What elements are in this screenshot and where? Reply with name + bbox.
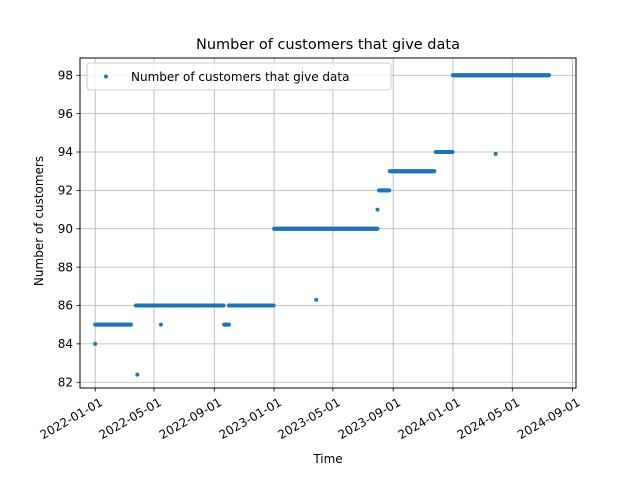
data-point [128,322,133,327]
legend-box [86,62,392,91]
data-point [493,151,498,156]
plot-frame [79,57,577,389]
x-axis-label: Time [312,452,342,466]
data-segment [387,169,437,174]
data-segment [222,322,231,327]
data-point [375,207,380,212]
data-point [93,341,98,346]
data-point [314,297,319,302]
data-segment [93,322,133,327]
y-axis-label: Number of customers [32,156,46,286]
y-tick-label: 82 [58,375,73,389]
data-segment [450,73,552,78]
chart-title: Number of customers that give data [196,37,460,53]
data-point [158,322,163,327]
data-segment [226,303,276,308]
data-point [387,188,392,193]
legend-label: Number of customers that give data [131,70,349,84]
legend: Number of customers that give data [86,62,392,91]
y-tick-label: 94 [58,145,73,159]
y-tick-label: 96 [58,107,73,121]
y-tick-label: 84 [58,337,73,351]
data-point [135,372,140,377]
data-point [432,169,437,174]
y-tick-label: 90 [58,222,73,236]
data-segment [433,150,455,155]
data-segment [272,226,380,231]
y-tick-label: 92 [58,184,73,198]
y-tick-label: 86 [58,299,73,313]
data-point [450,150,455,155]
y-axis-ticks: 82 84 86 88 90 92 94 96 98 [58,68,80,389]
y-tick-label: 98 [58,68,73,82]
data-point [547,73,552,78]
data-markers [93,73,552,377]
legend-marker [104,74,108,79]
data-segment [133,303,226,308]
data-point [226,322,231,327]
data-point [221,303,226,308]
data-segment [376,188,392,193]
data-point [375,226,380,231]
y-tick-label: 88 [58,260,73,274]
data-point [271,303,276,308]
